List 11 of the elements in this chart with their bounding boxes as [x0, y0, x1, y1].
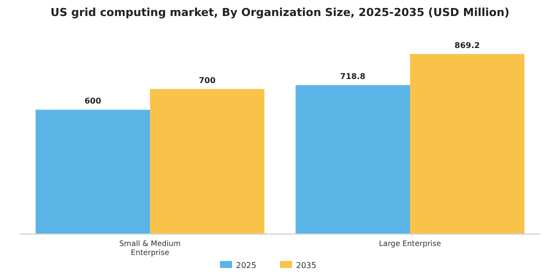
- chart-title: US grid computing market, By Organization Size, 2025-2035 (USD Million): [50, 6, 510, 19]
- data-label: 718.8: [340, 72, 366, 82]
- bar: [150, 89, 264, 234]
- bar: [36, 110, 150, 234]
- data-label: 869.2: [454, 41, 480, 50]
- bar: [410, 54, 524, 234]
- data-label: 600: [84, 96, 102, 106]
- legend-label: 2035: [296, 261, 316, 270]
- legend-label: 2025: [236, 261, 256, 270]
- data-label: 700: [198, 76, 216, 86]
- bar: [296, 85, 410, 234]
